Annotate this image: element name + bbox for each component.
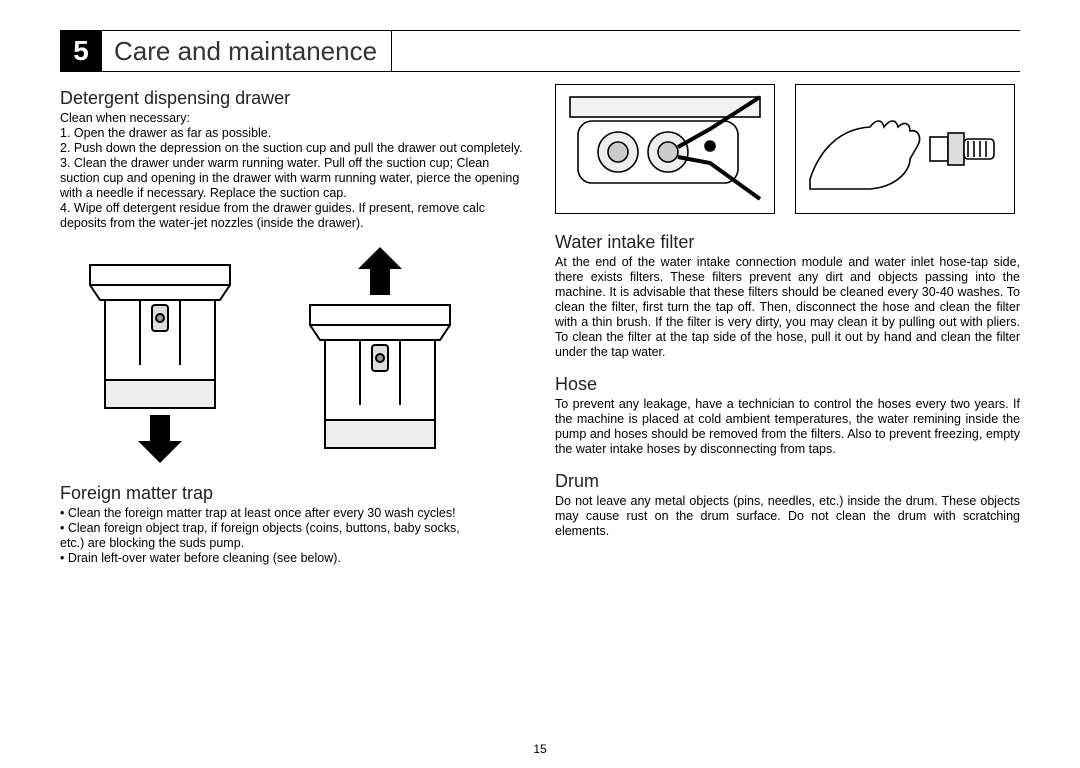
right-column: Water intake filter At the end of the wa… — [555, 84, 1020, 566]
inlet-pliers-figure — [555, 84, 775, 214]
text-line: etc.) are blocking the suds pump. — [60, 536, 525, 551]
heading-detergent-drawer: Detergent dispensing drawer — [60, 88, 525, 109]
filter-figures — [555, 84, 1020, 214]
text-line: • Drain left-over water before cleaning … — [60, 551, 525, 566]
text-line: Clean when necessary: — [60, 111, 525, 126]
hand-filter-figure — [795, 84, 1015, 214]
text-line: 4. Wipe off detergent residue from the d… — [60, 201, 525, 231]
hand-filter-icon — [800, 89, 1010, 209]
left-column: Detergent dispensing drawer Clean when n… — [60, 84, 525, 566]
drawer-figures — [60, 245, 525, 465]
heading-foreign-matter: Foreign matter trap — [60, 483, 525, 504]
drawer-down-icon — [60, 245, 260, 465]
content-columns: Detergent dispensing drawer Clean when n… — [60, 84, 1020, 566]
text-line: • Clean the foreign matter trap at least… — [60, 506, 525, 521]
chapter-number: 5 — [60, 31, 102, 71]
text-line: • Clean foreign object trap, if foreign … — [60, 521, 525, 536]
page-number: 15 — [0, 742, 1080, 756]
chapter-title: Care and maintanence — [102, 31, 392, 71]
text-line: 1. Open the drawer as far as possible. — [60, 126, 525, 141]
heading-hose: Hose — [555, 374, 1020, 395]
heading-water-intake: Water intake filter — [555, 232, 1020, 253]
chapter-header: 5 Care and maintanence — [60, 30, 1020, 72]
hose-body: To prevent any leakage, have a technicia… — [555, 397, 1020, 457]
drum-body: Do not leave any metal objects (pins, ne… — [555, 494, 1020, 539]
inlet-pliers-icon — [560, 89, 770, 209]
text-line: 2. Push down the depression on the sucti… — [60, 141, 525, 156]
water-intake-body: At the end of the water intake connectio… — [555, 255, 1020, 360]
text-line: suction cup and opening in the drawer wi… — [60, 171, 525, 201]
text-line: 3. Clean the drawer under warm running w… — [60, 156, 525, 171]
heading-drum: Drum — [555, 471, 1020, 492]
drawer-up-icon — [280, 245, 480, 465]
